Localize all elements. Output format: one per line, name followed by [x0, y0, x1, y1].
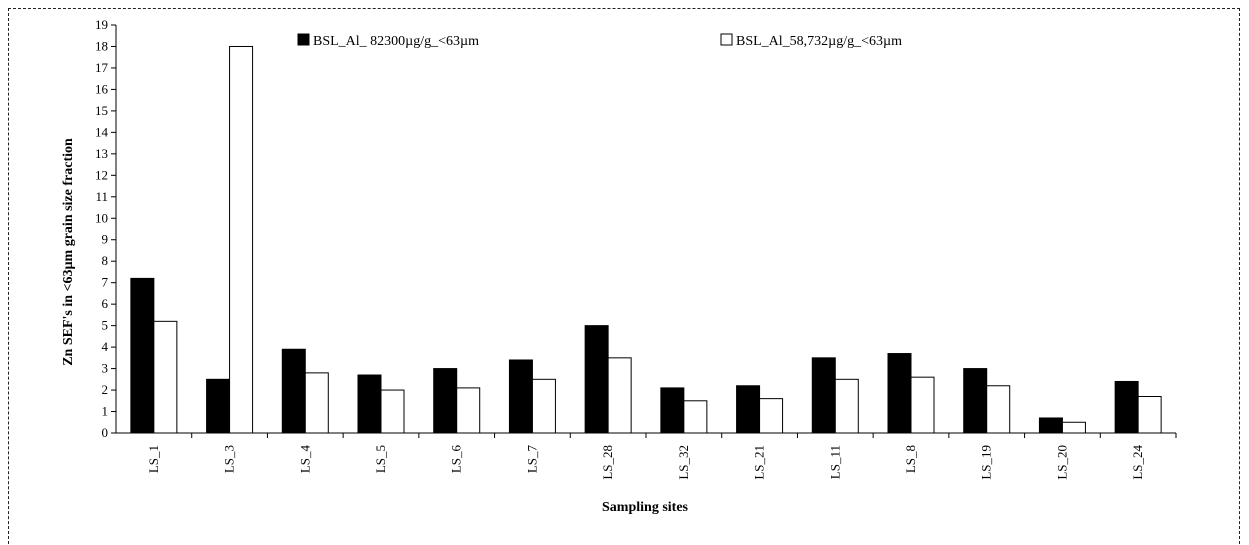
y-tick-label: 4 — [102, 339, 109, 354]
bar-series-1 — [130, 277, 155, 434]
bar-series-2 — [531, 378, 556, 434]
bar-series-2 — [456, 387, 481, 434]
legend-label-series-2: BSL_Al_58,732µg/g_<63µm — [736, 34, 902, 49]
x-tick-label: LS_5 — [373, 445, 388, 473]
bar-series-1 — [1114, 380, 1139, 434]
y-tick-label: 14 — [95, 124, 109, 139]
x-tick-label: LS_4 — [297, 445, 312, 474]
bar-series-2 — [607, 357, 632, 434]
y-tick-label: 11 — [95, 189, 108, 204]
bar-series-2 — [304, 372, 329, 434]
x-tick-label: LS_32 — [676, 445, 691, 480]
y-tick-label: 1 — [102, 404, 109, 419]
x-tick-label: LS_7 — [524, 445, 539, 474]
legend: BSL_Al_ 82300µg/g_<63µm BSL_Al_58,732µg/… — [297, 33, 902, 49]
bar-series-2 — [1061, 421, 1086, 434]
figure-frame — [8, 8, 1240, 544]
x-tick-label: LS_6 — [449, 445, 464, 474]
x-tick-label: LS_19 — [979, 445, 994, 480]
bar-series-1 — [963, 368, 988, 434]
y-tick-label: 13 — [95, 146, 108, 161]
x-tick-label: LS_20 — [1054, 445, 1069, 480]
x-tick-label: LS_3 — [222, 445, 237, 473]
y-tick-label: 5 — [102, 318, 109, 333]
bar-series-1 — [736, 385, 761, 434]
y-tick-label: 16 — [95, 81, 109, 96]
legend-swatch-series-1 — [297, 33, 310, 46]
y-tick-label: 2 — [102, 382, 109, 397]
bar-series-1 — [1038, 417, 1063, 434]
x-tick-label: LS_24 — [1130, 445, 1145, 480]
x-tick-label: LS_28 — [600, 445, 615, 480]
bar-series-1 — [584, 325, 609, 434]
bar-series-1 — [811, 357, 836, 434]
bar-series-1 — [206, 378, 231, 434]
bar-series-2 — [834, 378, 859, 434]
bar-series-2 — [1137, 395, 1162, 434]
bar-series-2 — [380, 389, 405, 434]
y-axis-title: Zn SEF's in <63µm grain size fraction — [61, 138, 76, 366]
x-tick-label: LS_11 — [827, 445, 842, 479]
y-tick-label: 10 — [95, 210, 108, 225]
bar-series-1 — [433, 368, 458, 434]
y-tick-label: 0 — [102, 425, 109, 440]
bar-series-2 — [910, 376, 935, 434]
x-axis-title: Sampling sites — [602, 500, 689, 515]
y-tick-label: 9 — [102, 232, 109, 247]
bar-series-1 — [281, 348, 306, 434]
bar-series-1 — [357, 374, 382, 434]
y-tick-label: 15 — [95, 103, 108, 118]
y-tick-label: 6 — [102, 296, 109, 311]
y-tick-label: 8 — [102, 253, 109, 268]
y-tick-label: 7 — [102, 275, 109, 290]
y-tick-label: 12 — [95, 167, 108, 182]
y-tick-label: 17 — [95, 60, 109, 75]
bar-series-1 — [660, 387, 685, 434]
legend-label-series-1: BSL_Al_ 82300µg/g_<63µm — [313, 34, 479, 49]
bar-series-2 — [683, 400, 708, 434]
y-tick-label: 19 — [95, 17, 108, 32]
x-tick-label: LS_21 — [752, 445, 767, 480]
x-tick-label: LS_8 — [903, 445, 918, 473]
y-tick-label: 18 — [95, 38, 108, 53]
bar-series-2 — [759, 398, 784, 434]
y-tick-label: 3 — [102, 361, 109, 376]
legend-swatch-series-2 — [720, 33, 733, 46]
bar-series-1 — [887, 353, 912, 434]
bar-series-2 — [153, 320, 178, 434]
bar-series-2 — [229, 45, 254, 434]
bar-series-2 — [986, 385, 1011, 434]
bar-series-1 — [508, 359, 533, 434]
x-tick-label: LS_1 — [146, 445, 161, 473]
